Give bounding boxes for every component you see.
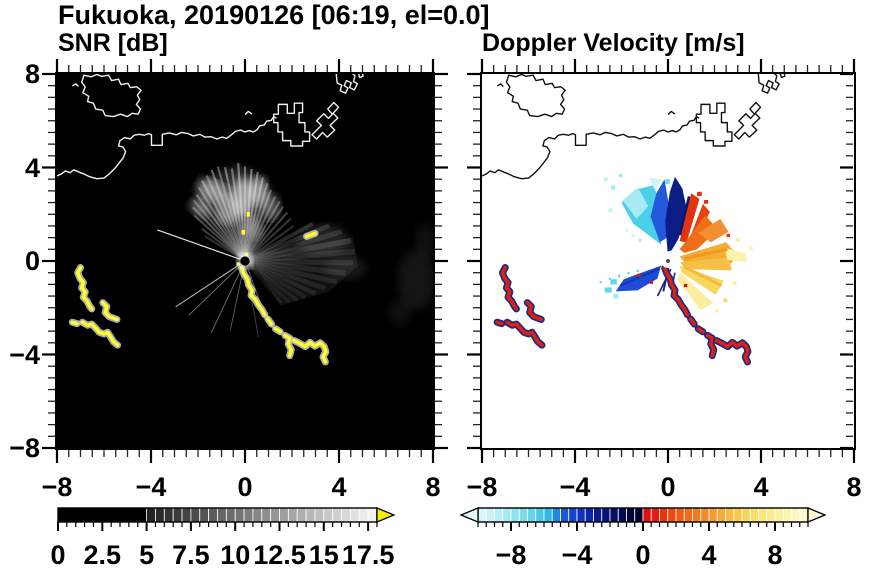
doppler-panel-title: Doppler Velocity [m/s] (482, 29, 745, 57)
snr-colorbar: 0 2.5 5 7.5 10 12.5 15 17.5 (50, 507, 396, 570)
colorbar-tick-label: 15 (309, 540, 339, 570)
colorbar-tick-label: −4 (562, 540, 593, 570)
doppler-x-tick-label: 8 (846, 472, 862, 502)
colorbar-tick-label: 17.5 (342, 540, 395, 570)
colorbar-tick-label: 8 (767, 540, 782, 570)
colorbar-tick-label: 2.5 (84, 540, 122, 570)
coastline (57, 74, 363, 179)
snr-x-tick-label: 4 (331, 472, 347, 502)
snr-y-tick-label: 8 (24, 59, 40, 89)
doppler-x-tick-label: −8 (466, 472, 498, 502)
colorbar-tick-label: 0 (635, 540, 650, 570)
colorbar-tick-label: 5 (139, 540, 154, 570)
colorbar-tick-label: −8 (496, 540, 527, 570)
doppler-x-tick-label: 4 (753, 472, 769, 502)
velocity-wedges (599, 173, 753, 313)
figure-title: Fukuoka, 20190126 [06:19, el=0.0] (58, 0, 490, 30)
doppler-heatmap (480, 72, 856, 450)
colorbar-tick-label: 4 (701, 540, 716, 570)
snr-panel-title: SNR [dB] (58, 29, 168, 57)
snr-y-tick-label: 4 (24, 152, 40, 183)
colorbar-tick-label: 0 (50, 540, 65, 570)
snr-echo-fan (189, 162, 433, 327)
snr-x-tick-label: −8 (41, 472, 73, 502)
doppler-x-tick-label: −4 (559, 472, 591, 502)
doppler-radar-center (661, 253, 675, 269)
snr-y-tick-label: −4 (9, 339, 40, 370)
snr-y-tick-label: 0 (24, 246, 40, 276)
doppler-colorbar: −8 −4 0 4 8 (459, 507, 827, 570)
snr-heatmap (55, 72, 435, 450)
colorbar-tick-label: 10 (220, 540, 250, 570)
doppler-x-tick-label: 0 (660, 472, 676, 502)
colorbar-tick-label: 12.5 (253, 540, 306, 570)
snr-x-tick-label: 0 (237, 472, 253, 502)
snr-x-tick-label: 8 (425, 472, 441, 502)
snr-radar-center (237, 253, 253, 269)
snr-x-tick-label: −4 (135, 472, 167, 502)
snr-y-tick-label: −8 (9, 433, 40, 463)
coastline (482, 74, 785, 179)
colorbar-tick-label: 7.5 (172, 540, 210, 570)
